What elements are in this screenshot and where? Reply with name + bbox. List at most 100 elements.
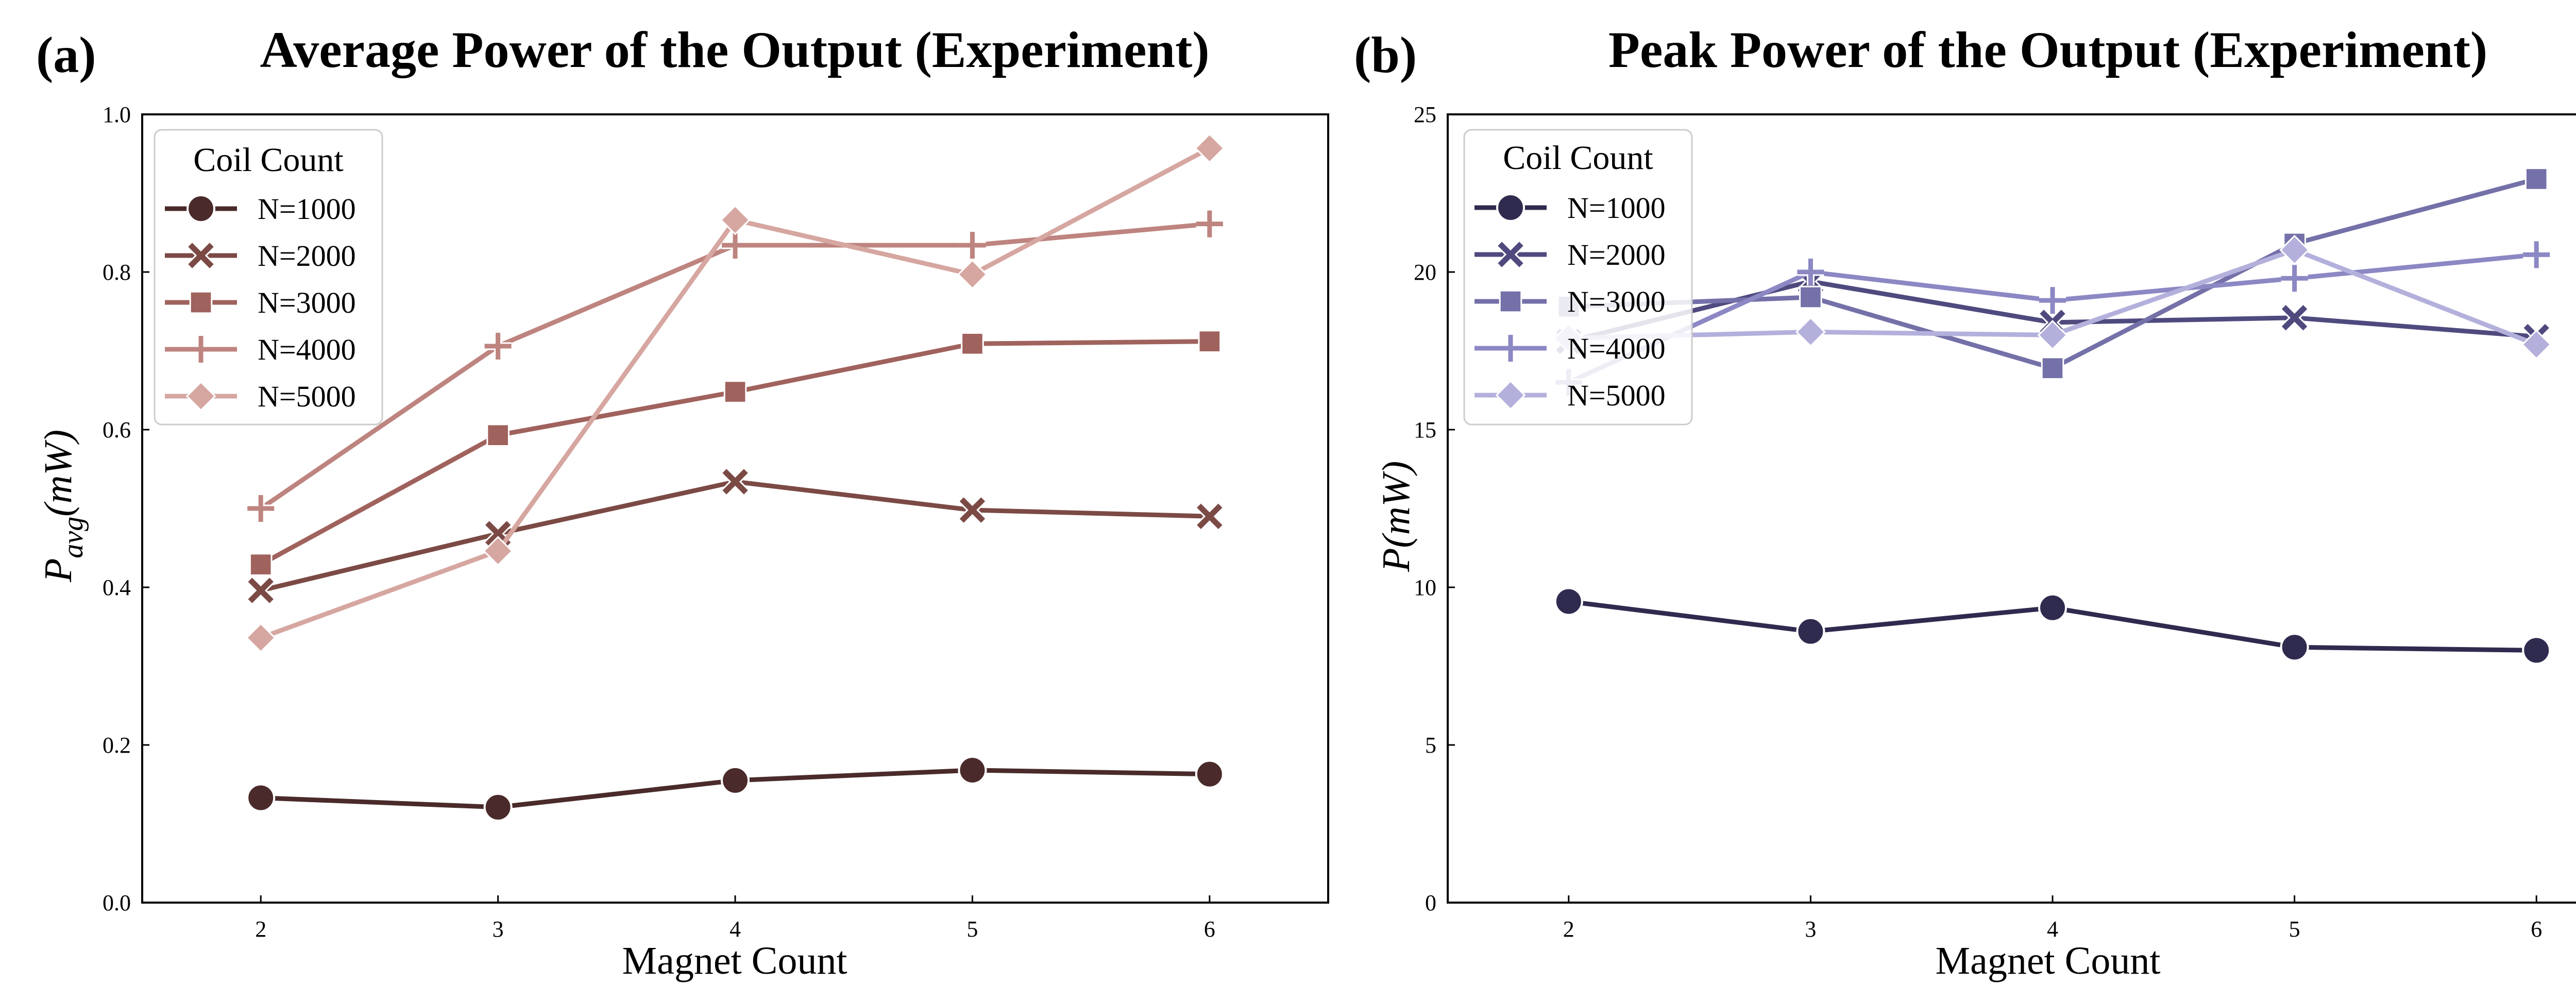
b-point-N=2000-x5: [2280, 303, 2309, 332]
panel-a-legend-title: Coil Count: [193, 141, 344, 179]
a-point-N=3000-x2: [249, 553, 273, 576]
a-ytick-label-0.2: 0.2: [103, 733, 131, 758]
panel-b-legend: Coil Count N=1000 N=2000 N=3000 N=4000 N=500…: [1463, 129, 1693, 426]
a-xtick-label-6: 6: [1204, 917, 1215, 942]
a-point-N=5000-x5: [957, 259, 988, 290]
a-series-N=2000: [247, 468, 1224, 604]
b-point-N=4000-x5: [2281, 265, 2308, 292]
a-point-N=4000-x5: [959, 231, 986, 259]
a-legend-marker-N=2000: [187, 242, 215, 269]
b-point-N=4000-x3: [1797, 259, 1824, 285]
a-series-N=4000: [247, 210, 1223, 522]
panel-b-legend-entries: N=1000 N=2000 N=3000 N=4000 N=5000: [1475, 191, 1666, 412]
b-legend-entry-N=1000: N=1000: [1475, 191, 1666, 225]
b-ytick-label-5: 5: [1425, 733, 1436, 758]
b-ytick-label-10: 10: [1414, 575, 1436, 600]
a-ytick-label-0.0: 0.0: [103, 890, 131, 915]
a-point-N=3000-x4: [723, 380, 747, 403]
a-point-N=1000-x5: [958, 755, 987, 785]
a-legend-marker-N=3000: [189, 291, 213, 314]
a-legend-label-N=5000: N=5000: [258, 380, 356, 413]
panel-b-frame: [1447, 113, 2576, 904]
b-point-N=3000-x4: [2041, 357, 2064, 380]
b-point-N=5000-x4: [2037, 319, 2068, 350]
a-point-N=1000-x4: [721, 766, 750, 795]
b-point-N=4000-x4: [2039, 287, 2066, 314]
panel-b-ylabel: P(mW): [1375, 461, 1418, 572]
a-legend-marker-N=1000: [187, 194, 215, 223]
panel-b: (b) Peak Power of the Output (Experiment…: [1354, 21, 2576, 982]
a-point-N=4000-x6: [1196, 210, 1223, 237]
a-ytick-label-0.6: 0.6: [103, 417, 131, 443]
a-ytick-label-0.8: 0.8: [103, 260, 131, 285]
b-xtick-label-4: 4: [2047, 917, 2058, 942]
b-xtick-label-6: 6: [2531, 917, 2542, 942]
b-ytick-label-25: 25: [1414, 102, 1436, 127]
b-legend-marker-N=5000: [1495, 380, 1526, 411]
b-legend-entry-N=2000: N=2000: [1475, 238, 1666, 272]
a-ytick-label-0.4: 0.4: [103, 575, 131, 600]
a-legend-label-N=1000: N=1000: [258, 192, 356, 226]
panel-a-label: (a): [36, 26, 96, 83]
a-legend-label-N=2000: N=2000: [258, 239, 356, 273]
a-point-N=5000-x4: [720, 205, 751, 235]
a-point-N=1000-x2: [246, 783, 276, 812]
a-legend-label-N=4000: N=4000: [258, 333, 356, 366]
a-xtick-label-5: 5: [967, 917, 978, 942]
panel-b-title: Peak Power of the Output (Experiment): [1608, 21, 2487, 78]
b-legend-marker-N=3000: [1499, 290, 1522, 313]
b-legend-label-N=5000: N=5000: [1567, 379, 1666, 412]
panel-b-label: (b): [1354, 26, 1417, 83]
panel-a-frame: [141, 113, 1329, 904]
a-point-N=5000-x3: [483, 536, 514, 567]
b-legend-entry-N=4000: N=4000: [1475, 332, 1666, 365]
panel-a-plot-area: 2 3 4 5 6 0.0 0.2 0.4 0.6 0.8 1.0: [103, 102, 1225, 942]
b-legend-entry-N=5000: N=5000: [1475, 379, 1666, 412]
b-legend-marker-N=2000: [1497, 241, 1524, 268]
panel-b-xlabel: Magnet Count: [1936, 939, 2161, 982]
b-legend-marker-N=4000: [1497, 335, 1524, 362]
a-xtick-label-3: 3: [493, 917, 504, 942]
b-legend-marker-N=1000: [1496, 193, 1525, 222]
a-series-line-N=3000: [260, 339, 1210, 567]
b-legend-label-N=4000: N=4000: [1567, 332, 1666, 365]
a-legend-marker-N=4000: [188, 336, 214, 363]
a-xtick-label-2: 2: [255, 917, 266, 942]
a-point-N=1000-x3: [483, 792, 513, 822]
a-legend-entry-N=3000: N=3000: [165, 286, 356, 319]
b-series-N=1000: [1554, 587, 2551, 665]
a-series-N=1000: [246, 755, 1224, 822]
b-point-N=1000-x4: [2038, 593, 2067, 622]
a-point-N=5000-x6: [1194, 133, 1225, 164]
a-point-N=2000-x5: [958, 496, 987, 524]
a-xtick-label-4: 4: [730, 917, 741, 942]
a-point-N=2000-x6: [1195, 502, 1224, 531]
a-legend-entry-N=1000: N=1000: [165, 192, 356, 226]
b-xtick-label-3: 3: [1805, 917, 1816, 942]
b-point-N=5000-x5: [2279, 234, 2310, 265]
a-point-N=3000-x3: [486, 423, 510, 447]
a-series-N=5000: [245, 133, 1225, 653]
a-point-N=3000-x5: [961, 332, 984, 355]
b-point-N=1000-x3: [1796, 617, 1825, 646]
b-legend-label-N=3000: N=3000: [1567, 285, 1666, 318]
b-ytick-label-15: 15: [1414, 417, 1436, 443]
panel-a: (a) Average Power of the Output (Experim…: [36, 21, 1329, 982]
a-legend-entry-N=4000: N=4000: [165, 333, 356, 366]
a-ytick-label-1.0: 1.0: [103, 102, 131, 127]
a-point-N=4000-x2: [247, 495, 275, 522]
a-point-N=4000-x3: [484, 332, 512, 360]
b-point-N=5000-x6: [2521, 329, 2552, 360]
b-ytick-label-20: 20: [1414, 260, 1436, 285]
a-legend-entry-N=5000: N=5000: [165, 380, 356, 413]
b-point-N=1000-x6: [2522, 636, 2551, 665]
a-point-N=4000-x4: [722, 231, 749, 259]
b-point-N=3000-x3: [1799, 285, 1822, 309]
panel-a-ylabel: Pavg(mW): [37, 430, 89, 583]
b-point-N=5000-x3: [1795, 316, 1826, 347]
b-point-N=1000-x2: [1554, 587, 1583, 616]
panel-b-legend-title: Coil Count: [1503, 139, 1653, 177]
a-point-N=1000-x6: [1195, 759, 1224, 789]
b-point-N=1000-x5: [2280, 633, 2309, 662]
